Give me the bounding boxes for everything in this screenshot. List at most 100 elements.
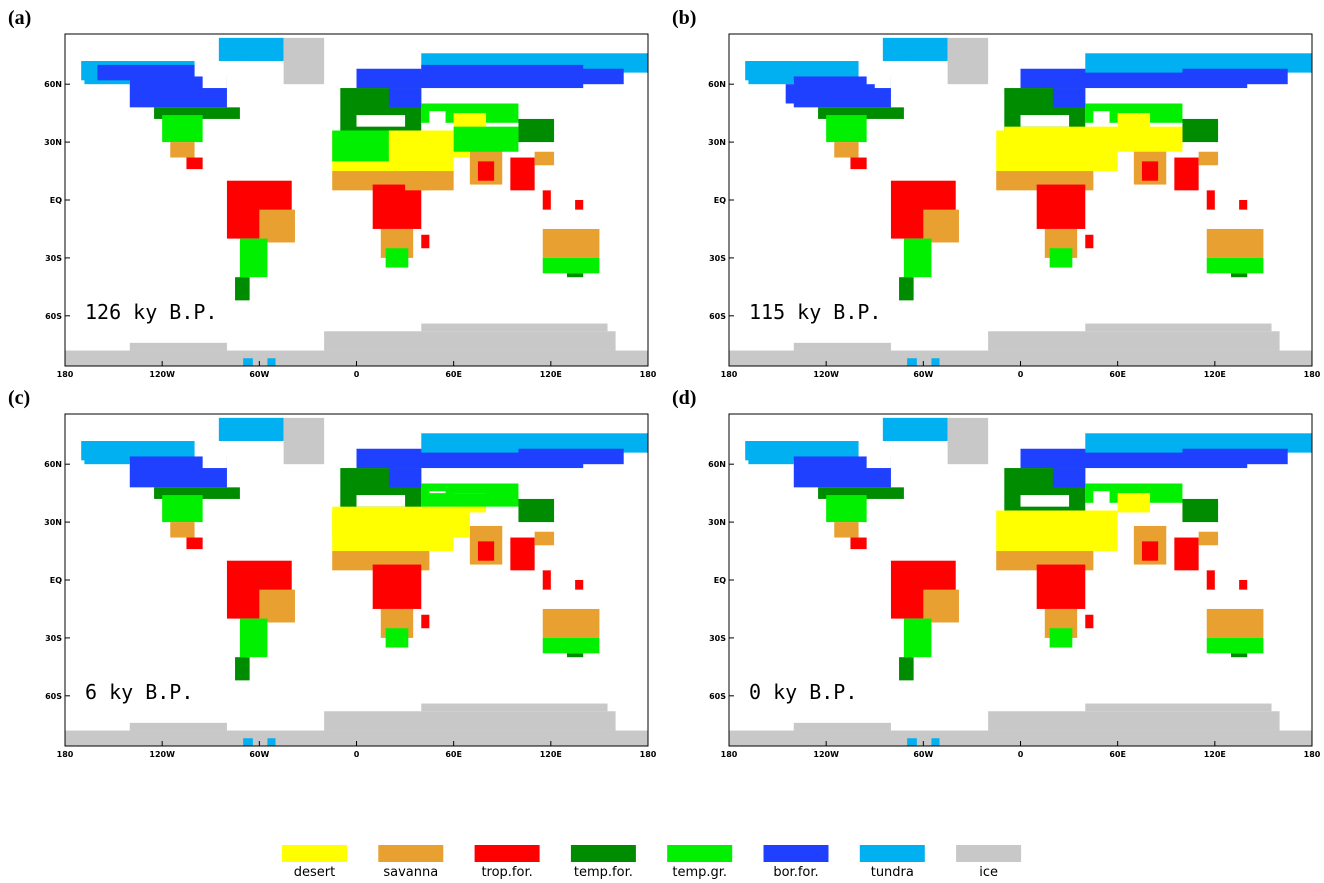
lon-tick-label: 180 (1304, 750, 1321, 759)
vegetation-region (1085, 614, 1094, 629)
legend-swatch (474, 845, 540, 862)
period-annotation: 0 ky B.P. (749, 680, 857, 704)
vegetation-region (283, 417, 325, 465)
lat-tick-label: 30N (44, 518, 62, 527)
lat-tick-label: 60N (708, 460, 726, 469)
lon-tick-label: 180 (640, 750, 657, 759)
vegetation-region (793, 342, 891, 351)
vegetation-region (1052, 88, 1086, 108)
vegetation-region (388, 88, 422, 108)
vegetation-region (1085, 234, 1094, 249)
vegetation-region (1020, 115, 1070, 127)
vegetation-region (388, 134, 470, 158)
lon-tick-label: 60E (1109, 750, 1126, 759)
vegetation-region (421, 323, 608, 332)
legend-label: trop.for. (481, 865, 532, 880)
lon-tick-label: 180 (721, 750, 738, 759)
vegetation-region (235, 61, 247, 85)
lon-tick-label: 180 (1304, 370, 1321, 379)
vegetation-region (324, 711, 616, 731)
vegetation-region (534, 531, 555, 546)
vegetation-region (518, 118, 555, 143)
lat-tick-label: EQ (714, 576, 726, 585)
vegetation-region (542, 257, 600, 274)
lat-tick-label: 30N (708, 518, 726, 527)
vegetation-region (356, 115, 406, 127)
lon-tick-label: 180 (640, 370, 657, 379)
vegetation-region (239, 618, 268, 658)
vegetation-region (162, 115, 203, 143)
vegetation-region (1085, 703, 1272, 712)
vegetation-region (1052, 468, 1086, 488)
vegetation-region (818, 487, 904, 499)
vegetation-region (372, 184, 422, 229)
lat-tick-label: 30S (709, 254, 726, 263)
lon-tick-label: 120E (1204, 750, 1226, 759)
legend-label: temp.gr. (672, 865, 727, 880)
panel-label: (d) (672, 387, 696, 409)
lat-tick-label: 30N (44, 138, 62, 147)
vegetation-region (372, 564, 422, 609)
lat-tick-label: EQ (50, 196, 62, 205)
vegetation-region (239, 238, 268, 278)
vegetation-region (1020, 495, 1070, 507)
map-panel: (c) 6 ky B.P. 60N 30N EQ 30S 60S 180 120W 60W 0 60E… (8, 387, 657, 759)
panel-label: (a) (8, 7, 31, 29)
vegetation-region (186, 537, 203, 550)
vegetation-region (793, 722, 891, 731)
lat-tick-label: 30S (45, 634, 62, 643)
vegetation-region (745, 61, 859, 81)
vegetation-region (243, 358, 253, 366)
vegetation-region (259, 589, 295, 623)
lon-tick-label: 180 (57, 750, 74, 759)
vegetation-region (850, 157, 867, 170)
vegetation-region (834, 522, 859, 538)
vegetation-region (1206, 228, 1264, 258)
vegetation-region (575, 200, 584, 210)
vegetation-region (1182, 498, 1219, 523)
vegetation-region (421, 433, 648, 453)
lon-tick-label: 0 (354, 750, 360, 759)
vegetation-region (453, 126, 519, 152)
vegetation-region (903, 238, 932, 278)
vegetation-region (1004, 126, 1183, 152)
vegetation-region (575, 580, 584, 590)
vegetation-region (1206, 637, 1264, 654)
lon-tick-label: 120W (813, 750, 839, 759)
vegetation-region (1093, 491, 1110, 507)
vegetation-region (218, 417, 284, 442)
vegetation-region (542, 637, 600, 654)
lat-tick-label: 60N (44, 80, 62, 89)
vegetation-region (899, 61, 911, 85)
vegetation-region (1049, 248, 1073, 268)
lon-tick-label: 120W (149, 370, 175, 379)
vegetation-region (850, 537, 867, 550)
vegetation-region (542, 608, 600, 638)
vegetation-region (988, 331, 1280, 351)
vegetation-region (510, 157, 535, 191)
vegetation-region (267, 738, 276, 746)
vegetation-region (1206, 608, 1264, 638)
legend-swatch (378, 845, 444, 862)
vegetation-region (235, 657, 250, 681)
vegetation-region (899, 441, 911, 465)
vegetation-region (1198, 151, 1219, 166)
legend-label: savanna (383, 865, 438, 880)
lat-tick-label: 60N (44, 460, 62, 469)
vegetation-region (1182, 68, 1288, 85)
vegetation-region (259, 209, 295, 243)
vegetation-region (818, 107, 904, 119)
vegetation-region (518, 448, 624, 465)
vegetation-region (1206, 257, 1264, 274)
panel-label: (c) (8, 387, 30, 409)
period-annotation: 115 ky B.P. (749, 300, 881, 324)
map-panel: (b) 115 ky B.P. 60N 30N EQ 30S 60S 180 120W 60W 0 6… (672, 7, 1321, 379)
lon-tick-label: 0 (354, 370, 360, 379)
vegetation-region (907, 358, 917, 366)
map-panel: (d) 0 ky B.P. 60N 30N EQ 30S 60S 180 120W 60W 0 60E… (672, 387, 1321, 759)
lat-tick-label: 60S (709, 692, 726, 701)
vegetation-region (202, 452, 227, 469)
vegetation-region (385, 628, 409, 648)
lon-tick-label: 180 (57, 370, 74, 379)
